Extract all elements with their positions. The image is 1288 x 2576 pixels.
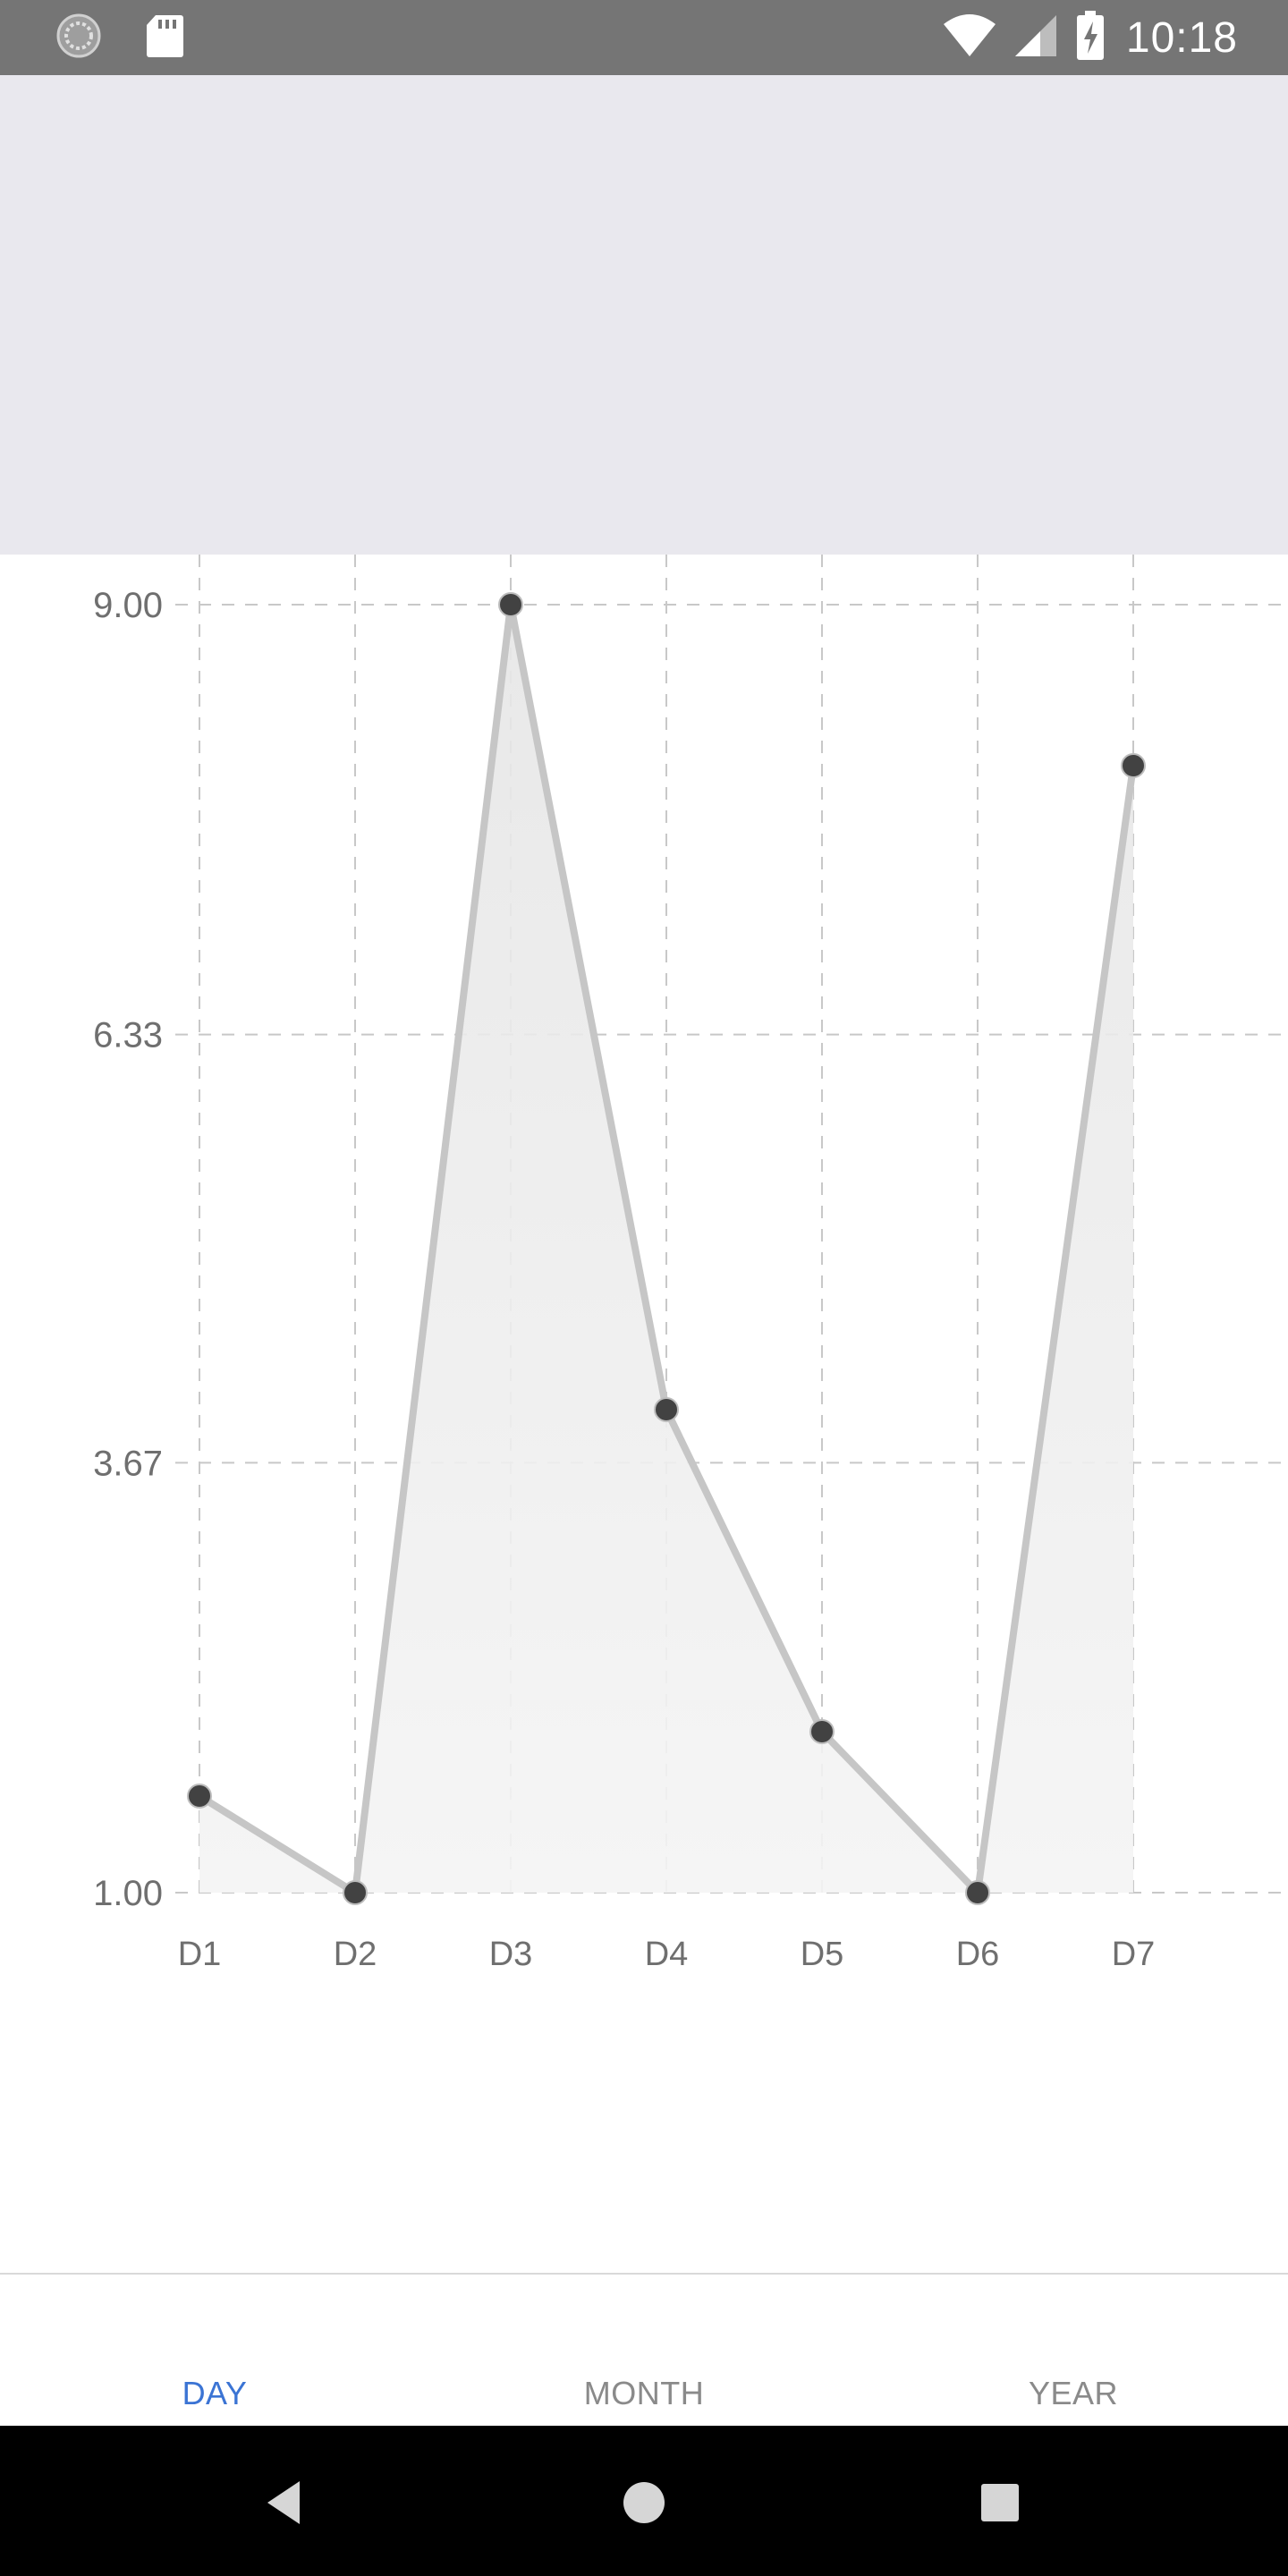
recents-button[interactable] bbox=[964, 2467, 1036, 2538]
x-tick-label: D5 bbox=[801, 1936, 844, 1973]
home-circle-icon bbox=[623, 2482, 665, 2523]
y-tick-label: 1.00 bbox=[93, 1874, 163, 1913]
sync-icon bbox=[55, 13, 102, 64]
status-right-icons: 10:18 bbox=[942, 9, 1238, 66]
data-point bbox=[1121, 753, 1146, 778]
tab-divider bbox=[0, 2273, 1288, 2275]
sd-card-icon bbox=[145, 13, 184, 63]
y-tick-label: 3.67 bbox=[93, 1444, 163, 1483]
data-point bbox=[809, 1719, 835, 1744]
x-tick-label: D3 bbox=[489, 1936, 533, 1973]
line-chart: 9.00 6.33 3.67 1.00 D1 D2 D3 D4 D5 D6 D7 bbox=[0, 555, 1288, 2272]
data-point bbox=[187, 1784, 212, 1809]
cell-signal-icon bbox=[1013, 13, 1060, 63]
battery-charging-icon bbox=[1076, 10, 1105, 65]
tab-day[interactable]: DAY bbox=[182, 2375, 248, 2411]
x-tick-label: D2 bbox=[334, 1936, 377, 1973]
y-tick-label: 9.00 bbox=[93, 586, 163, 625]
header-panel bbox=[0, 75, 1288, 555]
home-button[interactable] bbox=[608, 2467, 680, 2538]
data-point bbox=[343, 1880, 368, 1905]
recents-square-icon bbox=[981, 2484, 1019, 2521]
data-point bbox=[498, 592, 523, 617]
series-area-fill bbox=[199, 605, 1133, 1893]
tab-year[interactable]: YEAR bbox=[1028, 2375, 1119, 2411]
data-point bbox=[654, 1397, 679, 1422]
x-tick-label: D4 bbox=[645, 1936, 689, 1973]
data-point bbox=[965, 1880, 990, 1905]
tab-month[interactable]: MONTH bbox=[583, 2375, 705, 2411]
status-bar: 10:18 bbox=[0, 0, 1288, 75]
x-tick-label: D7 bbox=[1112, 1936, 1156, 1973]
back-button[interactable] bbox=[251, 2467, 323, 2538]
chart-svg: 9.00 6.33 3.67 1.00 D1 D2 D3 D4 D5 D6 D7 bbox=[93, 555, 1288, 1973]
back-triangle-icon bbox=[267, 2481, 300, 2524]
x-tick-label: D6 bbox=[956, 1936, 1000, 1973]
status-left-icons bbox=[55, 13, 184, 64]
y-tick-label: 6.33 bbox=[93, 1016, 163, 1055]
x-tick-label: D1 bbox=[178, 1936, 222, 1973]
tab-bar: DAY MONTH YEAR bbox=[0, 2275, 1288, 2426]
wifi-icon bbox=[942, 13, 997, 63]
navigation-bar bbox=[0, 2426, 1288, 2576]
status-time: 10:18 bbox=[1125, 13, 1238, 62]
